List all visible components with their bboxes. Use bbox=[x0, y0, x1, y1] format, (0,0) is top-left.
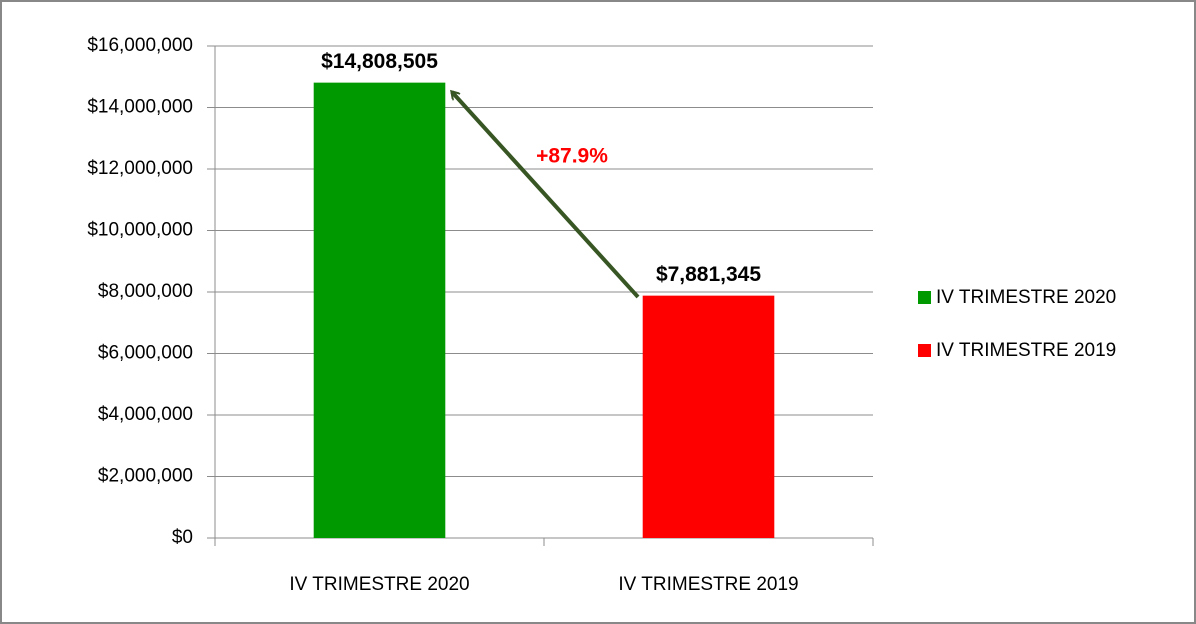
x-tick-label: IV TRIMESTRE 2020 bbox=[289, 574, 469, 595]
y-tick-label: $12,000,000 bbox=[87, 158, 193, 179]
legend-label: IV TRIMESTRE 2020 bbox=[936, 287, 1116, 308]
y-tick-label: $10,000,000 bbox=[87, 220, 193, 241]
y-tick-label: $4,000,000 bbox=[98, 404, 193, 425]
y-tick-label: $16,000,000 bbox=[87, 35, 193, 56]
y-tick-label: $14,000,000 bbox=[87, 97, 193, 118]
legend-swatch bbox=[918, 291, 931, 304]
x-tick-label: IV TRIMESTRE 2019 bbox=[618, 574, 798, 595]
annotation: +87.9% bbox=[536, 145, 608, 168]
legend-label: IV TRIMESTRE 2019 bbox=[936, 340, 1116, 361]
data-label: $14,808,505 bbox=[321, 50, 438, 73]
y-tick-label: $8,000,000 bbox=[98, 281, 193, 302]
change-arrow bbox=[452, 92, 640, 299]
y-tick-label: $6,000,000 bbox=[98, 343, 193, 364]
bar bbox=[313, 82, 446, 538]
y-tick-label: $0 bbox=[172, 527, 193, 548]
y-tick-label: $2,000,000 bbox=[98, 466, 193, 487]
legend-swatch bbox=[918, 344, 931, 357]
data-label: $7,881,345 bbox=[656, 263, 761, 286]
marks bbox=[313, 82, 775, 538]
bar bbox=[642, 295, 775, 538]
